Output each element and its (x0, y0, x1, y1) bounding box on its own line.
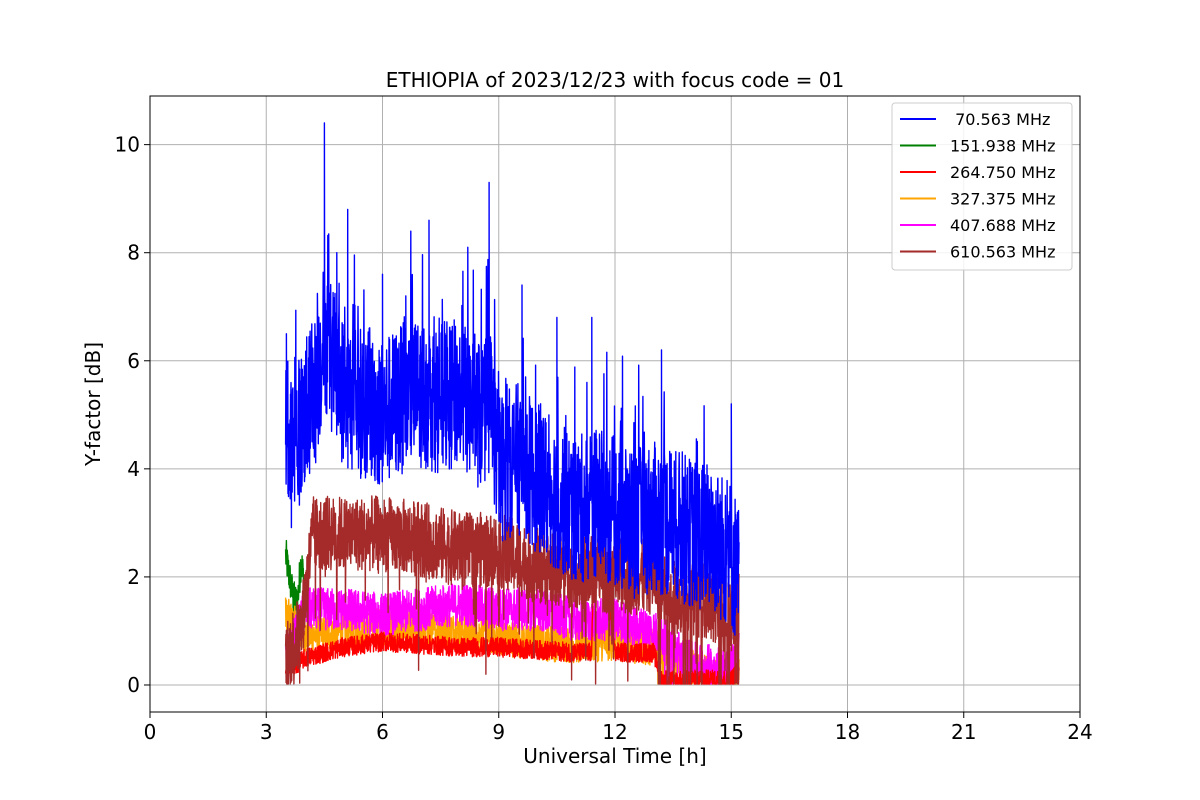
y-tick-label: 2 (127, 565, 140, 589)
series-layer (284, 122, 740, 685)
legend-label: 610.563 MHz (950, 243, 1055, 262)
y-tick-label: 6 (127, 349, 140, 373)
x-tick-label: 3 (260, 720, 273, 744)
series-line-4 (284, 583, 740, 685)
y-tick-label: 0 (127, 673, 140, 697)
legend-label: 407.688 MHz (950, 216, 1055, 235)
legend-label: 264.750 MHz (950, 163, 1055, 182)
chart-title: ETHIOPIA of 2023/12/23 with focus code =… (386, 68, 844, 92)
x-tick-label: 0 (144, 720, 157, 744)
x-tick-label: 12 (602, 720, 627, 744)
x-tick-label: 24 (1067, 720, 1092, 744)
legend-box (891, 102, 1073, 271)
y-tick-label: 10 (115, 133, 140, 157)
legend-label: 327.375 MHz (950, 190, 1055, 209)
legend-label: 151.938 MHz (950, 137, 1055, 156)
y-tick-label: 8 (127, 241, 140, 265)
y-axis-title: Y-factor [dB] (81, 342, 105, 467)
series-line-2 (284, 476, 740, 685)
x-tick-label: 9 (492, 720, 505, 744)
x-tick-label: 18 (835, 720, 860, 744)
legend: 70.563 MHz 151.938 MHz 264.750 MHz 327.375 … (891, 102, 1073, 271)
x-tick-label: 6 (376, 720, 389, 744)
series-line-0 (284, 122, 740, 636)
x-tick-label: 21 (951, 720, 976, 744)
series-line-1 (284, 539, 306, 619)
y-tick-label: 4 (127, 457, 140, 481)
legend-label: 70.563 MHz (950, 110, 1050, 129)
x-axis-title: Universal Time [h] (523, 744, 706, 768)
x-tick-label: 15 (719, 720, 744, 744)
